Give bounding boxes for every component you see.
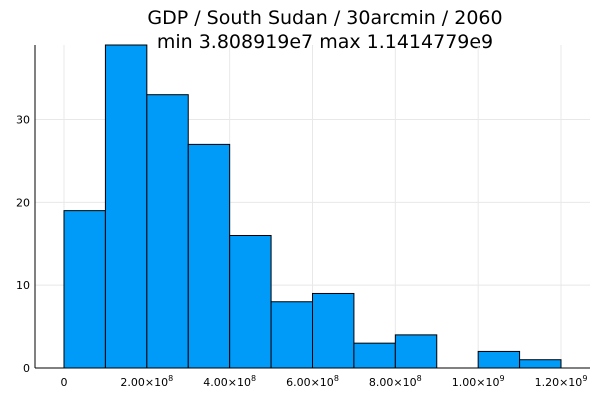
- x-tick-label-3: 6.00×108: [286, 374, 339, 389]
- histogram-bar-4: [229, 234, 272, 369]
- histogram-bar-0: [63, 210, 106, 369]
- x-tick-labels: 0 2.00×108 4.00×108 6.00×108 8.00×108 1.00×10…: [60, 374, 587, 389]
- x-tick-label-2: 4.00×108: [203, 374, 256, 389]
- histogram-bar-7: [353, 342, 396, 369]
- chart-title-line1: GDP / South Sudan / 30arcmin / 2060: [147, 7, 502, 29]
- axes: [34, 45, 590, 369]
- x-tick-label-5: 1.00×109: [452, 374, 505, 389]
- x-tick-label-1: 2.00×108: [120, 374, 173, 389]
- chart-title-line2: min 3.808919e7 max 1.1414779e9: [157, 31, 493, 53]
- histogram-bar-1: [104, 44, 148, 369]
- histogram-bar-6: [312, 292, 355, 369]
- histogram-bar-3: [187, 143, 231, 369]
- x-tick-label-0: 0: [60, 376, 67, 389]
- y-tick-label-2: 20: [16, 196, 30, 209]
- y-tick-labels: 0 10 20 30: [16, 114, 30, 375]
- histogram-bar-11: [519, 359, 562, 369]
- y-tick-label-1: 10: [16, 279, 30, 292]
- y-tick-label-0: 0: [23, 362, 30, 375]
- bars: [63, 44, 562, 369]
- x-tick-label-4: 8.00×108: [369, 374, 422, 389]
- y-tick-label-3: 30: [16, 114, 30, 127]
- histogram-bar-10: [477, 350, 521, 369]
- x-tick-label-6: 1.20×109: [535, 374, 588, 389]
- histogram-bar-5: [270, 301, 314, 369]
- histogram-bar-2: [146, 94, 189, 369]
- histogram-bar-8: [394, 334, 438, 369]
